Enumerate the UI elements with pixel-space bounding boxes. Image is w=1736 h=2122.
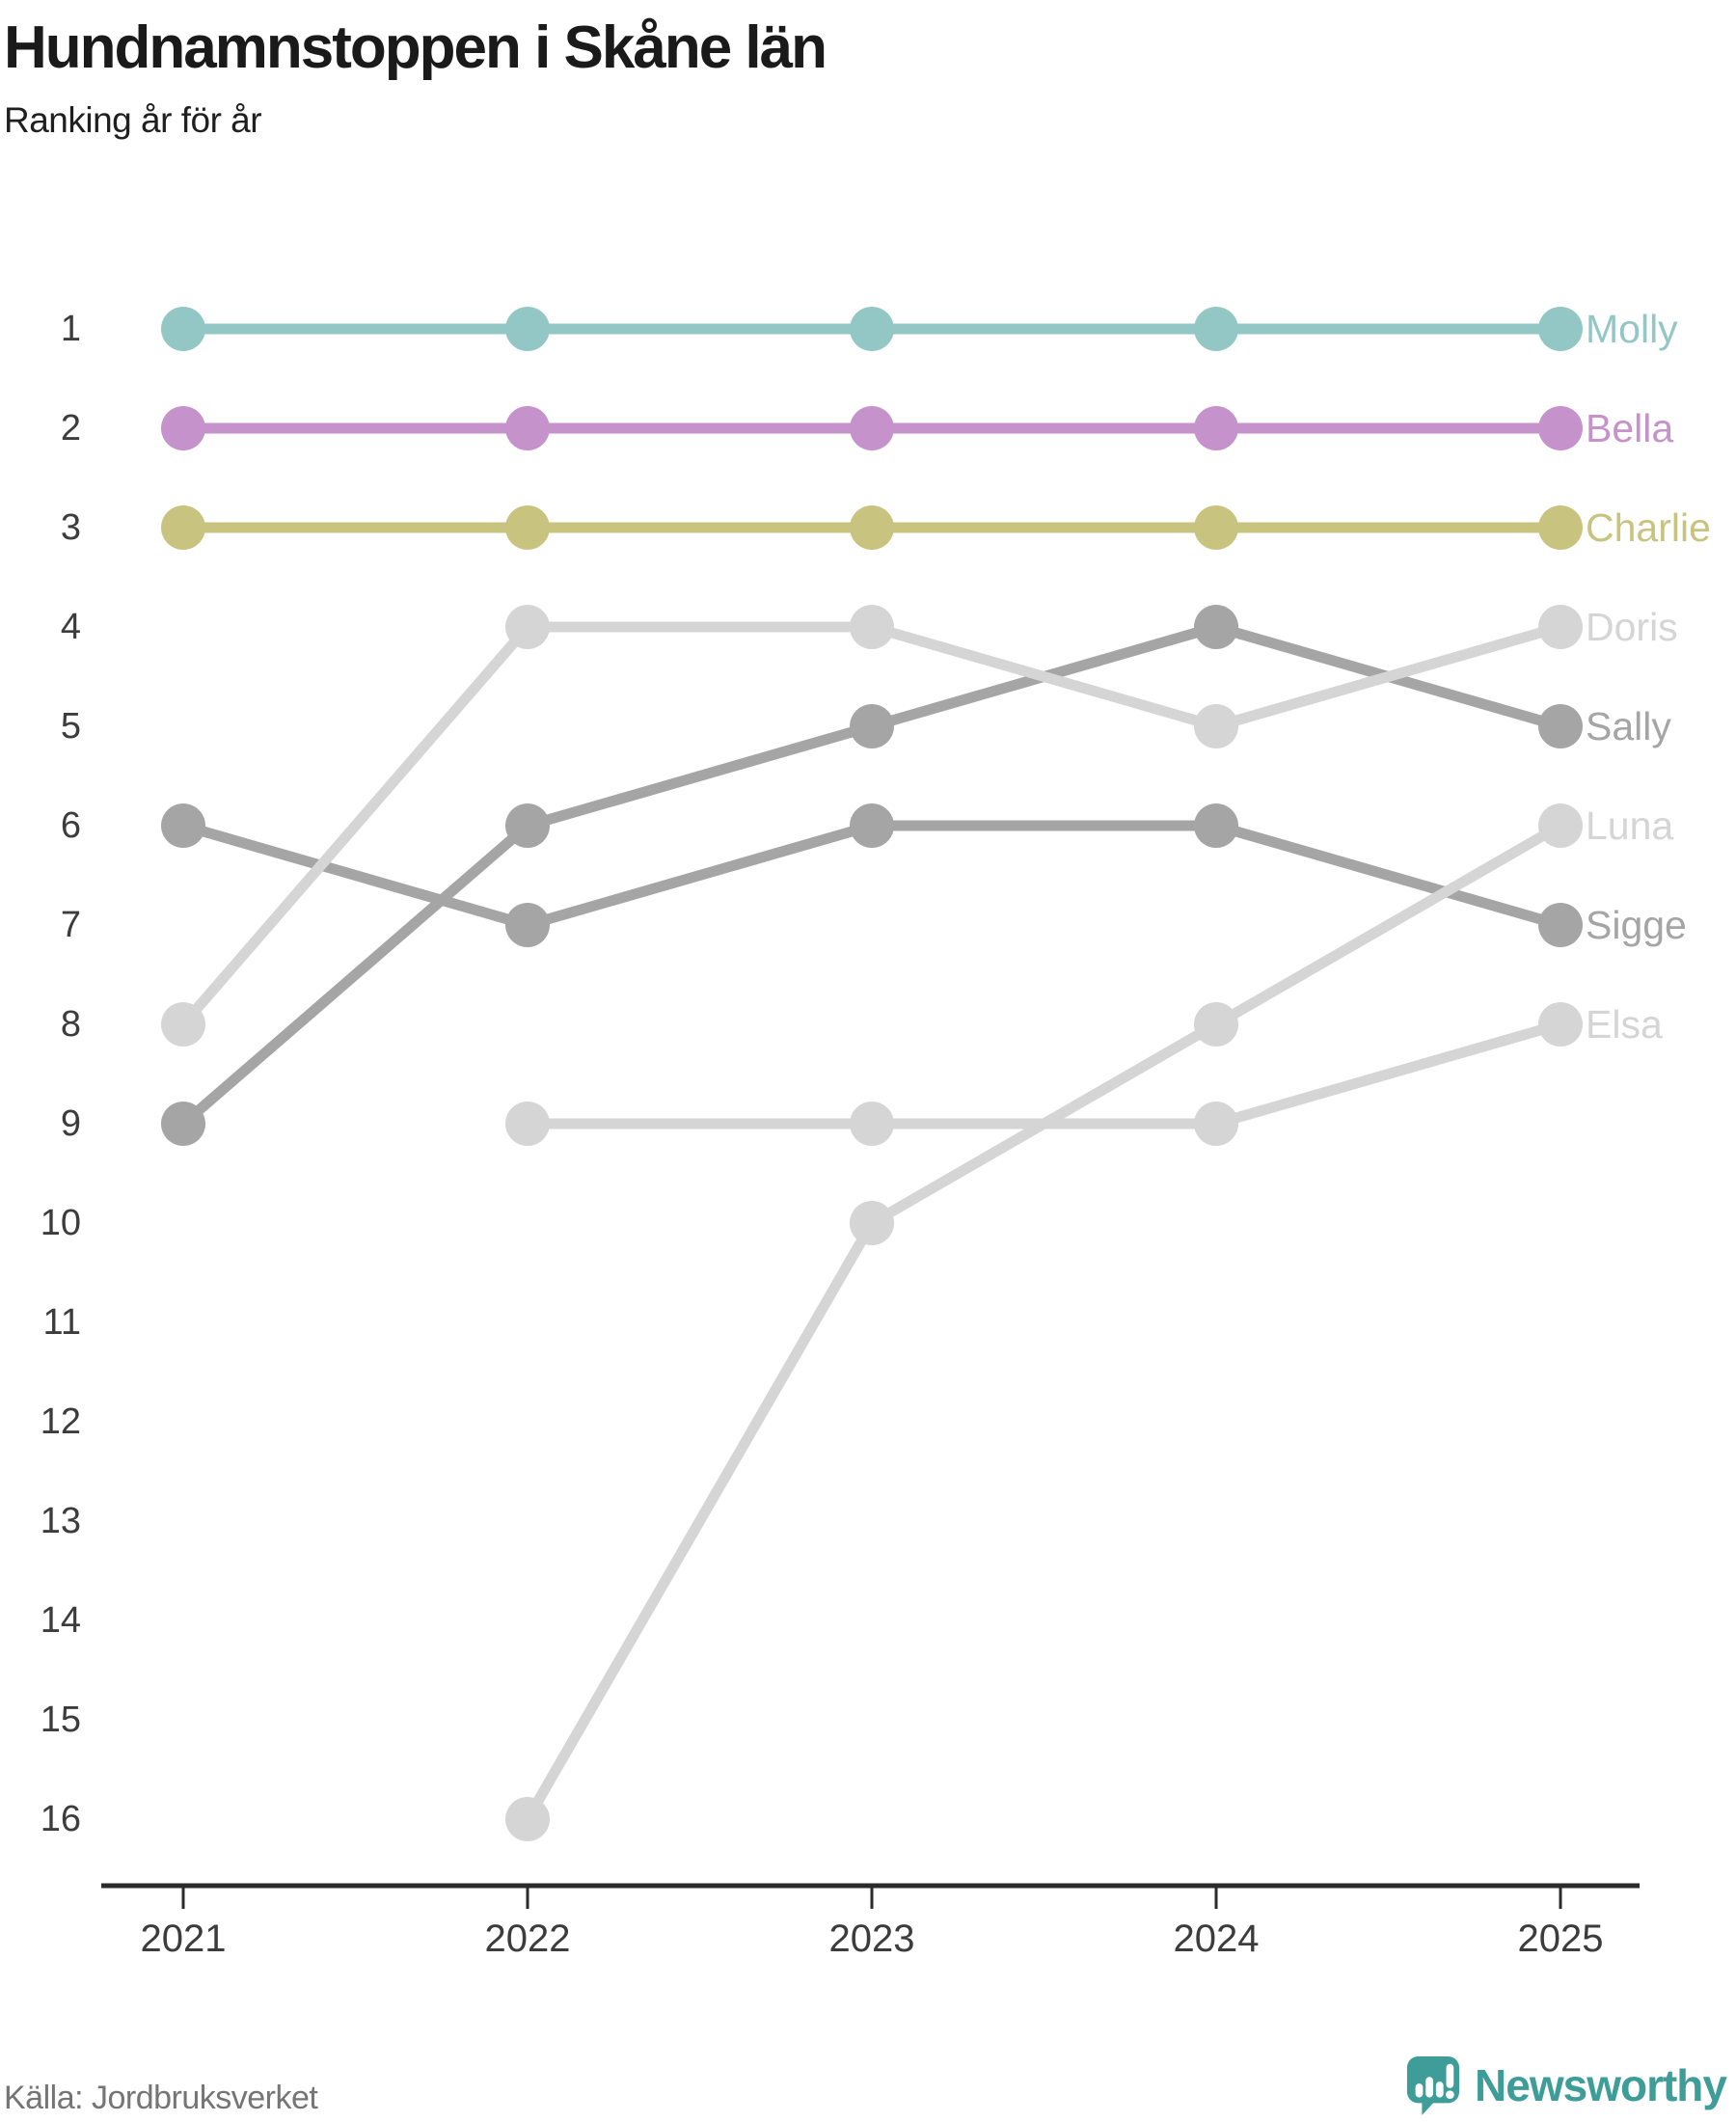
- series-point-molly: [505, 307, 550, 351]
- series-label-luna: Luna: [1586, 803, 1673, 848]
- series-point-bella: [1538, 406, 1583, 450]
- series-point-molly: [161, 307, 205, 351]
- y-tick-label: 15: [41, 1700, 81, 1740]
- series-label-sigge: Sigge: [1586, 903, 1687, 947]
- brand-name: Newsworthy: [1475, 2060, 1727, 2110]
- page-title: Hundnamnstoppen i Skåne län: [4, 14, 827, 81]
- series-point-bella: [1194, 406, 1238, 450]
- series-line-sally: [179, 621, 1562, 1129]
- series-label-doris: Doris: [1586, 605, 1678, 649]
- y-tick-label: 9: [61, 1103, 81, 1144]
- series-point-sally: [505, 803, 550, 848]
- series-point-charlie: [850, 505, 894, 550]
- y-tick-label: 11: [43, 1302, 81, 1343]
- series-point-luna: [1194, 1002, 1238, 1047]
- series-point-sigge: [850, 803, 894, 848]
- y-tick-label: 5: [61, 706, 81, 747]
- page-subtitle: Ranking år för år: [4, 100, 262, 140]
- series-point-luna: [505, 1797, 550, 1841]
- series-point-sigge: [161, 803, 205, 848]
- y-tick-label: 10: [41, 1203, 81, 1243]
- series-point-sally: [1194, 605, 1238, 649]
- series-label-elsa: Elsa: [1586, 1002, 1663, 1047]
- series-point-charlie: [1194, 505, 1238, 550]
- series-point-charlie: [1538, 505, 1583, 550]
- series-label-sally: Sally: [1586, 704, 1671, 748]
- series-label-molly: Molly: [1586, 307, 1678, 351]
- x-tick-label: 2024: [1174, 1918, 1260, 1960]
- source-note: Källa: Jordbruksverket: [4, 2080, 318, 2116]
- x-tick-label: 2025: [1518, 1918, 1604, 1960]
- series-point-bella: [505, 406, 550, 450]
- y-tick-label: 6: [61, 805, 81, 846]
- y-tick-label: 8: [61, 1004, 81, 1045]
- y-tick-label: 7: [61, 905, 81, 945]
- series-point-luna: [1538, 803, 1583, 848]
- series-point-doris: [161, 1002, 205, 1047]
- series-point-bella: [850, 406, 894, 450]
- series-point-sally: [850, 704, 894, 748]
- series-line-elsa: [528, 1019, 1562, 1129]
- y-tick-label: 16: [41, 1799, 81, 1839]
- series-point-sigge: [1194, 803, 1238, 848]
- series-point-molly: [1194, 307, 1238, 351]
- series-label-bella: Bella: [1586, 406, 1673, 450]
- series-point-doris: [850, 605, 894, 649]
- series-point-elsa: [505, 1102, 550, 1146]
- x-tick-label: 2023: [829, 1918, 915, 1960]
- y-tick-label: 2: [61, 408, 81, 449]
- x-tick-label: 2021: [141, 1918, 227, 1960]
- series-point-doris: [1538, 605, 1583, 649]
- series-point-elsa: [1194, 1102, 1238, 1146]
- y-tick-label: 3: [61, 507, 81, 548]
- series-point-sigge: [1538, 903, 1583, 947]
- newsworthy-icon: [1406, 2056, 1460, 2115]
- y-tick-label: 4: [61, 607, 81, 647]
- series-point-sally: [161, 1102, 205, 1146]
- y-tick-label: 1: [61, 309, 81, 349]
- series-point-luna: [850, 1201, 894, 1245]
- y-tick-label: 13: [41, 1501, 81, 1541]
- x-tick-label: 2022: [485, 1918, 571, 1960]
- brand-logo: Newsworthy: [1405, 2054, 1727, 2116]
- series-point-elsa: [850, 1102, 894, 1146]
- series-point-doris: [505, 605, 550, 649]
- series-point-molly: [1538, 307, 1583, 351]
- series-point-elsa: [1538, 1002, 1583, 1047]
- series-point-doris: [1194, 704, 1238, 748]
- series-line-luna: [523, 821, 1563, 1822]
- y-tick-label: 14: [41, 1600, 81, 1641]
- y-tick-label: 12: [41, 1401, 81, 1442]
- series-label-charlie: Charlie: [1586, 505, 1711, 550]
- series-point-molly: [850, 307, 894, 351]
- series-point-charlie: [161, 505, 205, 550]
- series-point-bella: [161, 406, 205, 450]
- series-point-sigge: [505, 903, 550, 947]
- series-point-charlie: [505, 505, 550, 550]
- series-point-sally: [1538, 704, 1583, 748]
